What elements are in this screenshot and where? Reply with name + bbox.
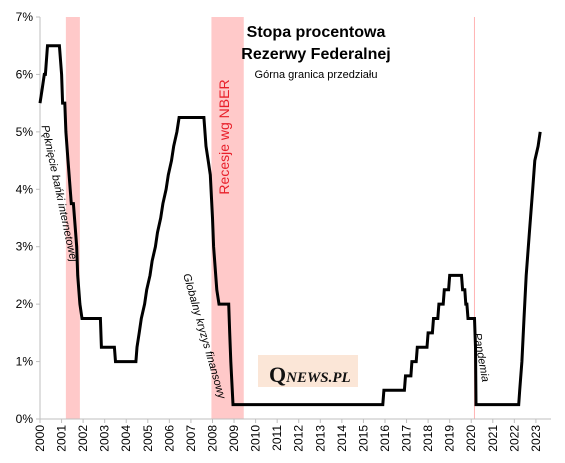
x-tick-label: 2010 [249, 425, 263, 452]
fed-rate-line [38, 44, 542, 407]
x-tick-label: 2000 [33, 425, 47, 452]
x-tick-label: 2014 [335, 425, 349, 452]
recessions-label: Recesje wg NBER [216, 79, 232, 194]
x-tick-label: 2009 [227, 425, 241, 452]
y-tick-label: 2% [16, 297, 34, 311]
chart-title-line1: Stopa procentowa [247, 24, 386, 41]
logo-initial: Q [269, 362, 286, 387]
recession-shading [65, 17, 244, 419]
x-tick-label: 2011 [270, 425, 284, 451]
x-tick-label: 2016 [378, 425, 392, 452]
x-tick-label: 2019 [443, 425, 457, 452]
x-ticks: 2000 2001 2002 2003 2004 2005 2006 2007 2008 2009… [33, 419, 543, 452]
chart-title-line2: Rezerwy Federalnej [241, 46, 390, 63]
x-tick-label: 2007 [184, 425, 198, 452]
x-tick-label: 2001 [55, 425, 69, 452]
y-tick-label: 6% [16, 67, 34, 81]
logo: QNEWS.PL [258, 355, 358, 387]
x-tick-label: 2022 [507, 425, 521, 452]
y-tick-label: 7% [16, 10, 34, 24]
y-tick-label: 1% [16, 355, 34, 369]
x-tick-label: 2004 [119, 425, 133, 452]
x-tick-label: 2002 [76, 425, 90, 452]
y-tick-label: 5% [16, 125, 34, 139]
y-ticks: 0% 1% 2% 3% 4% 5% 6% 7% [16, 10, 40, 426]
chart-subtitle: Górna granica przedziału [255, 69, 378, 81]
axes [39, 17, 551, 420]
x-tick-label: 2020 [464, 425, 478, 452]
pandemic-annotation: Pandemia [471, 332, 491, 383]
logo-background [258, 355, 358, 387]
x-tick-label: 2013 [313, 425, 327, 452]
logo-rest: NEWS.PL [285, 370, 351, 386]
recession-band-2 [211, 17, 244, 419]
x-tick-label: 2023 [529, 425, 543, 452]
recession-band-1 [65, 17, 80, 419]
x-tick-label: 2017 [400, 425, 414, 452]
x-tick-label: 2006 [162, 425, 176, 452]
x-tick-label: 2005 [141, 425, 155, 452]
y-tick-label: 3% [16, 240, 34, 254]
x-tick-label: 2008 [205, 425, 219, 452]
y-tick-label: 0% [16, 412, 34, 426]
y-tick-label: 4% [16, 182, 34, 196]
x-tick-label: 2003 [98, 425, 112, 452]
x-tick-label: 2021 [486, 425, 500, 452]
x-tick-label: 2015 [356, 425, 370, 452]
x-tick-label: 2012 [292, 425, 306, 452]
logo-text: QNEWS.PL [269, 362, 351, 387]
x-tick-label: 2018 [421, 425, 435, 452]
